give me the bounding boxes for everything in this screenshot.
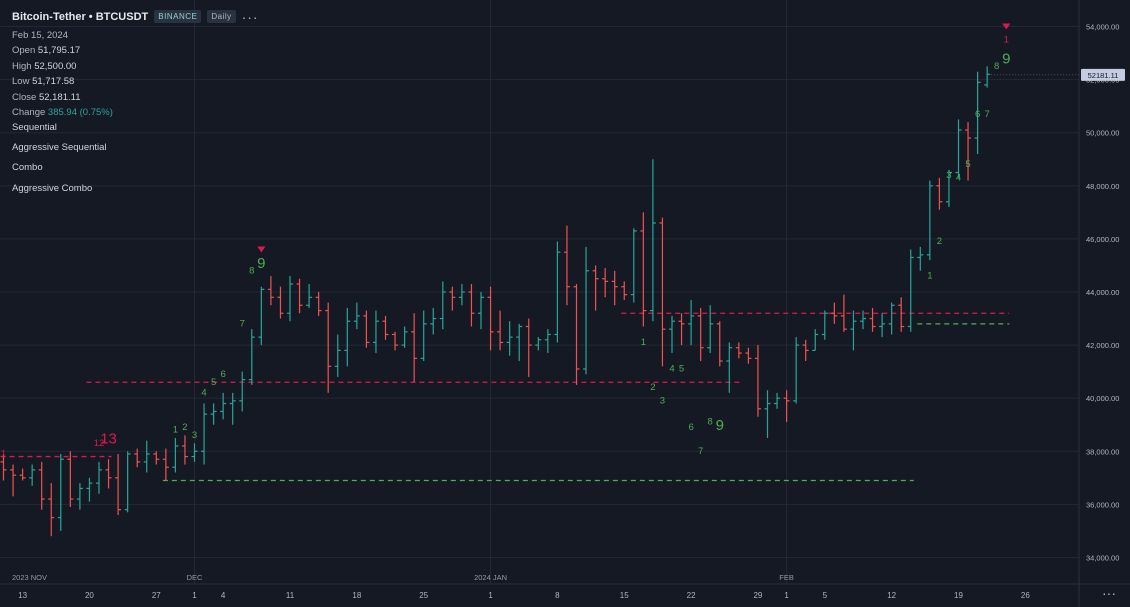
chart-header: Bitcoin-Tether • BTCUSDT BINANCE Daily ·…	[12, 8, 259, 25]
y-tick-label: 34,000.00	[1086, 553, 1119, 562]
month-label: 2024 JAN	[474, 573, 507, 582]
td-count-label: 3	[660, 395, 665, 406]
sell-signal-arrow-icon	[1002, 23, 1011, 30]
x-tick-label: 29	[753, 591, 762, 600]
td-count-label: 9	[1002, 51, 1010, 68]
y-tick-label: 44,000.00	[1086, 288, 1119, 297]
td-count-label: 6	[975, 109, 980, 120]
td-count-label: 4	[669, 364, 674, 375]
td-count-label: 6	[221, 369, 226, 380]
month-label: 2023 NOV	[12, 573, 47, 582]
bar-date: Feb 15, 2024	[12, 30, 68, 41]
td-count-label: 13	[100, 430, 117, 447]
last-price-tag	[1081, 68, 1125, 81]
high-row: High 52,500.00	[12, 59, 113, 74]
open-label: Open	[12, 45, 36, 57]
low-value: 51,717.58	[32, 76, 75, 88]
symbol-title[interactable]: Bitcoin-Tether • BTCUSDT	[12, 10, 149, 23]
axis-settings-icon[interactable]: ···	[1102, 585, 1116, 601]
td-count-label: 8	[994, 61, 999, 72]
td-count-label: 2	[937, 236, 942, 247]
td-count-label: 8	[249, 265, 254, 276]
ellipsis-icon[interactable]: ···	[241, 8, 259, 25]
y-tick-label: 54,000.00	[1086, 23, 1119, 32]
td-count-label: 1	[641, 337, 646, 348]
x-tick-label: 18	[352, 591, 361, 600]
td-count-label: 2	[650, 382, 655, 393]
x-tick-label: 11	[286, 591, 295, 600]
y-tick-label: 48,000.00	[1086, 182, 1119, 191]
td-count-label: 6	[688, 422, 693, 433]
y-tick-label: 42,000.00	[1086, 341, 1119, 350]
high-label: High	[12, 60, 32, 72]
y-tick-label: 36,000.00	[1086, 500, 1119, 509]
x-tick-label: 22	[687, 591, 696, 600]
td-count-label: 1	[173, 425, 178, 436]
td-count-label: 8	[708, 417, 713, 428]
x-tick-label: 19	[954, 591, 963, 600]
indicator-aggressive-combo[interactable]: Aggressive Combo	[12, 183, 93, 194]
td-count-label: 1	[927, 271, 932, 282]
exchange-badge: BINANCE	[154, 10, 202, 23]
change-label: Change	[12, 107, 46, 119]
timeframe-badge[interactable]: Daily	[207, 10, 236, 23]
month-label: FEB	[779, 573, 794, 582]
td-count-label: 4	[956, 173, 961, 184]
month-label: DEC	[187, 573, 203, 582]
open-row: Open 51,795.17	[12, 43, 113, 58]
change-row: Change 385.94 (0.75%)	[12, 105, 113, 120]
x-tick-label: 13	[18, 591, 27, 600]
x-tick-label: 1	[488, 591, 493, 600]
x-tick-label: 12	[887, 591, 896, 600]
y-tick-label: 38,000.00	[1086, 447, 1119, 456]
indicator-sequential[interactable]: Sequential	[12, 122, 57, 133]
open-value: 51,795.17	[37, 45, 81, 57]
td-count-label: 4	[201, 388, 206, 399]
y-tick-label: 50,000.00	[1086, 129, 1119, 138]
td-count-label: 1	[1004, 34, 1009, 45]
td-count-label: 9	[257, 255, 265, 272]
x-tick-label: 4	[221, 591, 226, 600]
td-count-label: 2	[182, 422, 187, 433]
td-count-label: 9	[716, 417, 724, 434]
td-count-label: 5	[679, 364, 684, 375]
ohlc-legend: Feb 15, 2024 Open 51,795.17 High 52,500.…	[12, 28, 113, 120]
y-tick-label: 40,000.00	[1086, 394, 1119, 403]
x-tick-label: 20	[85, 591, 94, 600]
indicator-aggressive-sequential[interactable]: Aggressive Sequential	[12, 142, 107, 153]
x-tick-label: 25	[419, 591, 428, 600]
y-tick-label: 46,000.00	[1086, 235, 1119, 244]
close-label: Close	[12, 91, 37, 103]
td-count-label: 7	[698, 446, 703, 457]
low-label: Low	[12, 76, 30, 88]
td-count-label: 3	[946, 170, 951, 181]
last-price-label: 52181.11	[1088, 71, 1119, 80]
td-count-label: 5	[965, 159, 970, 170]
td-count-label: 12	[94, 438, 105, 449]
x-tick-label: 5	[823, 591, 828, 600]
x-tick-label: 27	[152, 591, 161, 600]
td-count-label: 7	[240, 319, 245, 330]
td-count-label: 5	[211, 377, 216, 388]
change-value: 385.94 (0.75%)	[47, 107, 113, 119]
indicator-combo[interactable]: Combo	[12, 162, 43, 173]
x-tick-label: 8	[555, 591, 560, 600]
x-tick-label: 1	[192, 591, 197, 600]
td-count-label: 7	[985, 109, 990, 120]
x-tick-label: 15	[620, 591, 629, 600]
td-count-label: 1	[1, 449, 6, 460]
close-row: Close 52,181.11	[12, 90, 113, 105]
x-tick-label: 1	[784, 591, 789, 600]
td-count-label: 3	[192, 430, 197, 441]
x-tick-label: 26	[1021, 591, 1030, 600]
sell-signal-arrow-icon	[257, 246, 266, 253]
high-value: 52,500.00	[34, 60, 77, 72]
close-value: 52,181.11	[38, 91, 81, 103]
low-row: Low 51,717.58	[12, 74, 113, 89]
